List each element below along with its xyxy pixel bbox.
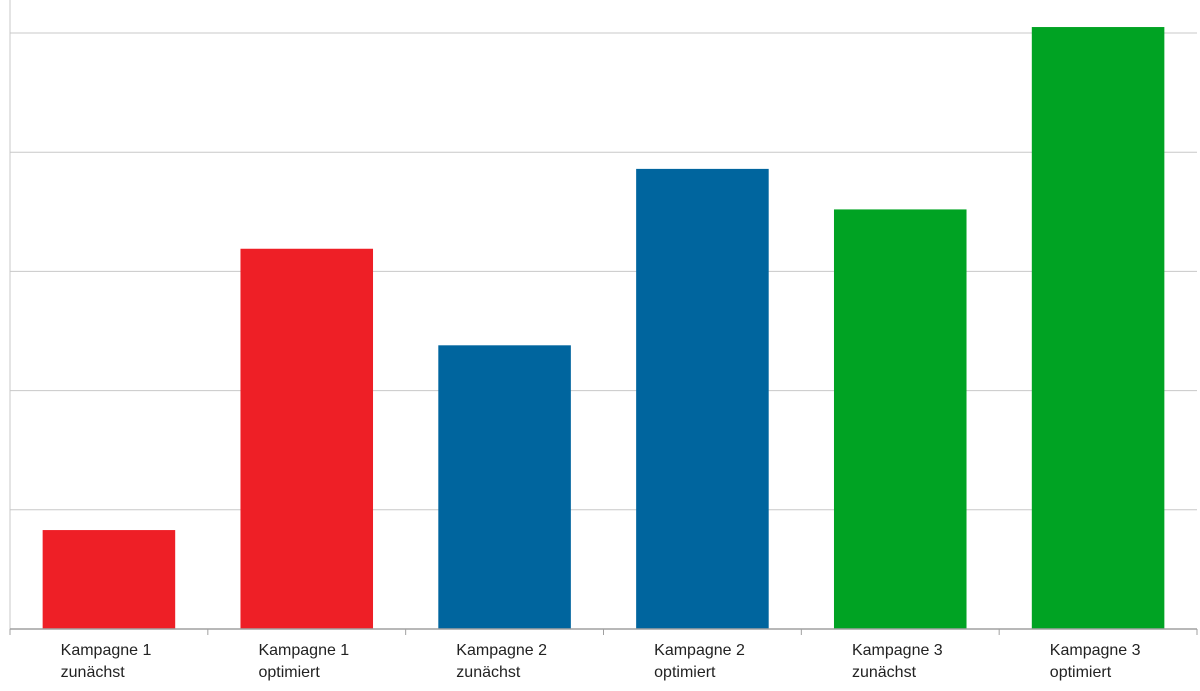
x-tick-label-line: Kampagne 3 (851, 642, 943, 659)
gridlines (10, 32, 1197, 511)
bar-5 (833, 209, 967, 629)
x-tick-label-4: Kampagne 2 optimiert (654, 640, 852, 684)
x-tick-label-line: Kampagne 3 (1049, 642, 1141, 659)
x-tick-label-line: Kampagne 2 (456, 642, 548, 659)
x-tick-label-line: Kampagne 1 (258, 642, 350, 659)
bar-4 (636, 168, 769, 629)
bar-2 (240, 248, 374, 629)
bar-6 (1031, 27, 1165, 630)
x-tick-label-5: Kampagne 3 zunächst (852, 640, 1050, 684)
bars (42, 27, 1165, 630)
x-tick-label-line: zunächst (851, 664, 917, 681)
x-tick-label-1: Kampagne 1 zunächst (61, 640, 259, 684)
x-axis (9, 0, 1198, 635)
x-tick-label-line: Kampagne 1 (60, 642, 152, 659)
x-tick-label-6: Kampagne 3 optimiert (1050, 640, 1200, 684)
x-tick-label-2: Kampagne 1 optimiert (258, 640, 456, 684)
bar-1 (42, 530, 176, 629)
x-tick-label-line: optimiert (654, 664, 716, 681)
x-tick-label-line: zunächst (60, 664, 125, 681)
x-tick-label-3: Kampagne 2 zunächst (456, 640, 654, 684)
x-tick-label-line: optimiert (258, 664, 320, 681)
x-tick-label-line: Kampagne 2 (654, 642, 745, 659)
bar-3 (438, 345, 571, 629)
x-tick-label-line: optimiert (1049, 664, 1112, 681)
x-tick-label-line: zunächst (456, 664, 521, 681)
